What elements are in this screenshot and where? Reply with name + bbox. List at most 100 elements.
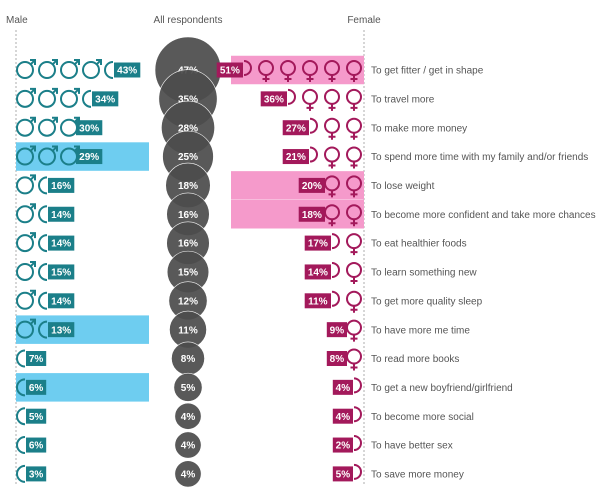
female-value-3-box	[282, 149, 309, 165]
female-value-1-box	[260, 91, 287, 107]
female-icons-11	[353, 377, 362, 394]
female-header: Female	[347, 15, 381, 26]
female-value-6-box	[304, 235, 331, 251]
male-value-1-text: 34%	[95, 94, 115, 105]
male-icons-10	[16, 349, 26, 368]
male-value-2: 30%	[76, 120, 103, 136]
male-value-13-box	[26, 437, 47, 453]
female-value-12-text: 4%	[336, 412, 351, 423]
female-value-9: 9%	[326, 322, 347, 338]
female-icons-7	[331, 261, 362, 284]
all-bubble-value-1: 35%	[178, 94, 198, 105]
female-icons-0	[243, 60, 362, 82]
male-value-12-text: 5%	[29, 412, 44, 423]
male-value-11-box	[26, 379, 47, 395]
female-value-10-text: 8%	[330, 354, 345, 365]
all-bubble-value-3: 25%	[178, 152, 198, 163]
male-icons-7	[16, 260, 48, 281]
female-icons-10	[346, 348, 362, 371]
female-icons-13	[353, 435, 362, 452]
male-value-3: 29%	[76, 149, 103, 165]
male-icons-4	[16, 174, 48, 195]
male-icons-9	[16, 318, 48, 339]
all-bubble-circle-11	[173, 372, 203, 402]
male-value-12: 5%	[26, 408, 47, 424]
male-value-9-text: 13%	[51, 325, 71, 336]
male-value-9-box	[48, 322, 75, 338]
female-value-6-text: 17%	[308, 239, 328, 250]
female-value-13-box	[332, 437, 353, 453]
row-label-6: To eat healthier foods	[371, 239, 467, 250]
male-icons-3	[16, 145, 80, 166]
female-value-11-box	[332, 379, 353, 395]
row-label-11: To get a new boyfriend/girlfriend	[371, 383, 513, 394]
male-value-1: 34%	[92, 91, 119, 107]
female-value-5: 18%	[298, 206, 325, 222]
male-icons-13	[16, 436, 26, 455]
female-value-9-box	[326, 322, 347, 338]
all-bubble-value-5: 16%	[178, 210, 198, 221]
female-icons-2	[309, 117, 362, 140]
female-icons-12	[353, 406, 362, 423]
female-icons-9	[346, 319, 362, 342]
female-icons-8	[331, 290, 362, 313]
female-value-6: 17%	[304, 235, 331, 251]
female-value-7-text: 14%	[308, 268, 328, 279]
female-highlight-0	[231, 55, 364, 85]
male-value-6-box	[48, 235, 75, 251]
female-value-13: 2%	[332, 437, 353, 453]
male-value-3-text: 29%	[79, 152, 99, 163]
male-value-8: 14%	[48, 293, 75, 309]
all-bubble-value-9: 11%	[178, 325, 198, 336]
female-value-14: 5%	[332, 466, 353, 482]
female-value-14-text: 5%	[336, 470, 351, 481]
male-value-11: 6%	[26, 379, 47, 395]
female-value-5-text: 18%	[302, 210, 322, 221]
row-label-13: To have better sex	[371, 441, 453, 452]
row-label-7: To learn something new	[371, 268, 477, 279]
male-value-2-text: 30%	[79, 123, 99, 134]
row-label-2: To make more money	[371, 123, 467, 134]
all-bubble-14: 4%	[174, 460, 202, 488]
male-value-14-box	[26, 466, 47, 482]
male-value-6-text: 14%	[51, 239, 71, 250]
all-bubble-value-11: 5%	[181, 383, 196, 394]
male-value-6: 14%	[48, 235, 75, 251]
female-value-12-box	[332, 408, 353, 424]
female-icons-4	[324, 175, 362, 198]
male-icons-0	[16, 59, 114, 79]
male-value-5-text: 14%	[51, 210, 71, 221]
male-value-4-box	[48, 177, 75, 193]
all-bubble-value-6: 16%	[178, 239, 198, 250]
row-label-8: To get more quality sleep	[371, 296, 483, 307]
female-highlight-4	[231, 171, 364, 200]
male-icons-11	[16, 378, 26, 397]
row-label-10: To read more books	[371, 354, 459, 365]
female-icons-3	[309, 146, 362, 169]
female-value-14-box	[332, 466, 353, 482]
female-value-13-text: 2%	[336, 441, 351, 452]
all-bubble-circle-13	[174, 431, 202, 459]
female-value-2: 27%	[282, 120, 309, 136]
male-value-7: 15%	[48, 264, 75, 280]
all-bubble-value-7: 15%	[178, 268, 198, 279]
male-icons-8	[16, 289, 48, 310]
female-value-3: 21%	[282, 149, 309, 165]
row-label-12: To become more social	[371, 412, 474, 423]
female-icons-14	[353, 463, 362, 480]
female-value-0: 51%	[216, 62, 243, 78]
male-value-14-text: 3%	[29, 470, 44, 481]
male-value-10-box	[26, 351, 47, 366]
female-value-9-text: 9%	[330, 325, 345, 336]
female-value-1-text: 36%	[264, 94, 284, 105]
female-value-2-box	[282, 120, 309, 136]
male-icons-1	[16, 87, 92, 108]
bubble-layer: 47%35%28%25%18%16%16%15%12%11%8%5%4%4%4%	[154, 36, 222, 488]
female-value-1: 36%	[260, 91, 287, 107]
male-value-10: 7%	[26, 351, 47, 366]
male-value-7-text: 15%	[51, 268, 71, 279]
all-bubble-value-13: 4%	[181, 441, 196, 452]
male-value-1-box	[92, 91, 119, 107]
male-icons-2	[16, 116, 80, 137]
